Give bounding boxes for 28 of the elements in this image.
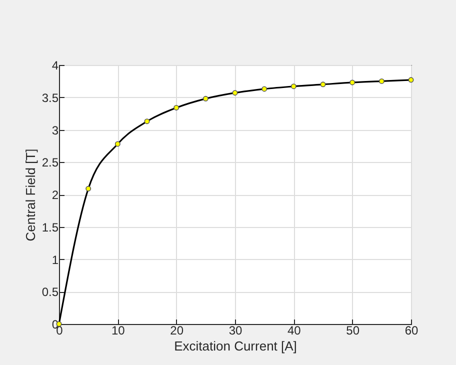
point <box>320 82 326 88</box>
x-tick-label: 50 <box>346 324 360 338</box>
x-tick-label: 60 <box>404 324 418 338</box>
point <box>290 84 296 90</box>
y-tick-label: 3 <box>52 123 59 138</box>
point <box>174 104 180 110</box>
x-tick-label: 30 <box>228 324 242 338</box>
y-tick-label: 4 <box>52 58 59 72</box>
x-tick-label: 40 <box>287 324 302 338</box>
y-tick-label: 2.5 <box>42 156 59 170</box>
y-tick-label: 1.5 <box>42 220 59 234</box>
point <box>262 86 268 92</box>
x-tick-label: 10 <box>111 324 126 338</box>
y-axis-title: Central Field [T] <box>22 148 38 242</box>
point <box>114 141 120 147</box>
point <box>378 78 384 84</box>
y-tick-label: 3.5 <box>42 90 59 105</box>
point <box>144 118 150 124</box>
point <box>350 80 356 86</box>
x-tick-label: 20 <box>170 324 184 338</box>
y-tick-label: 0.5 <box>42 285 59 300</box>
point <box>408 77 414 83</box>
point <box>202 96 208 102</box>
y-tick-label: 1 <box>52 252 59 267</box>
y-tick-label: 2 <box>52 188 59 202</box>
point <box>232 90 238 96</box>
point <box>86 186 92 192</box>
x-axis-title: Excitation Current [A] <box>174 338 297 354</box>
